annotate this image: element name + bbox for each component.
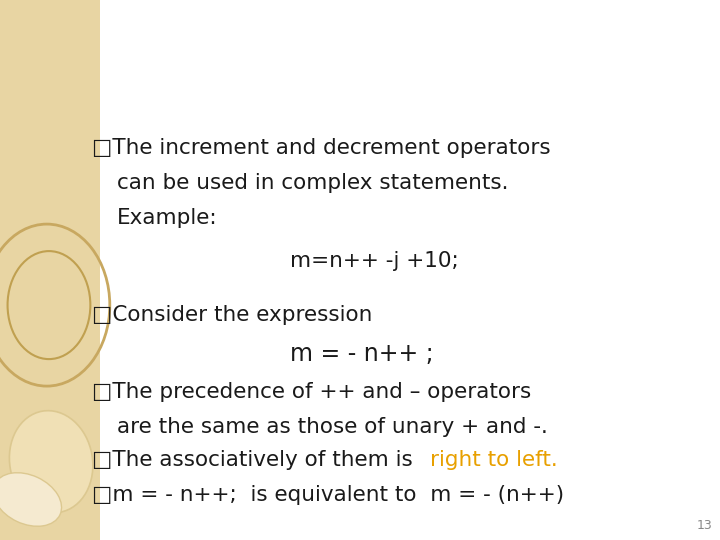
Text: □The precedence of ++ and – operators: □The precedence of ++ and – operators xyxy=(92,382,531,402)
Text: can be used in complex statements.: can be used in complex statements. xyxy=(117,173,508,193)
Ellipse shape xyxy=(9,411,93,512)
Text: □m = - n++;  is equivalent to  m = - (n++): □m = - n++; is equivalent to m = - (n++) xyxy=(92,485,564,505)
Text: □The associatively of them is: □The associatively of them is xyxy=(92,450,420,470)
Text: are the same as those of unary + and -.: are the same as those of unary + and -. xyxy=(117,417,548,437)
Text: m=n++ -j +10;: m=n++ -j +10; xyxy=(290,251,459,271)
Text: right to left.: right to left. xyxy=(430,450,558,470)
Bar xyxy=(0,0,100,540)
Text: m = - n++ ;: m = - n++ ; xyxy=(290,342,433,366)
Text: Example:: Example: xyxy=(117,208,217,228)
Ellipse shape xyxy=(0,472,62,526)
Text: 13: 13 xyxy=(696,519,712,532)
Text: □The increment and decrement operators: □The increment and decrement operators xyxy=(92,138,551,158)
Text: □Consider the expression: □Consider the expression xyxy=(92,305,372,325)
